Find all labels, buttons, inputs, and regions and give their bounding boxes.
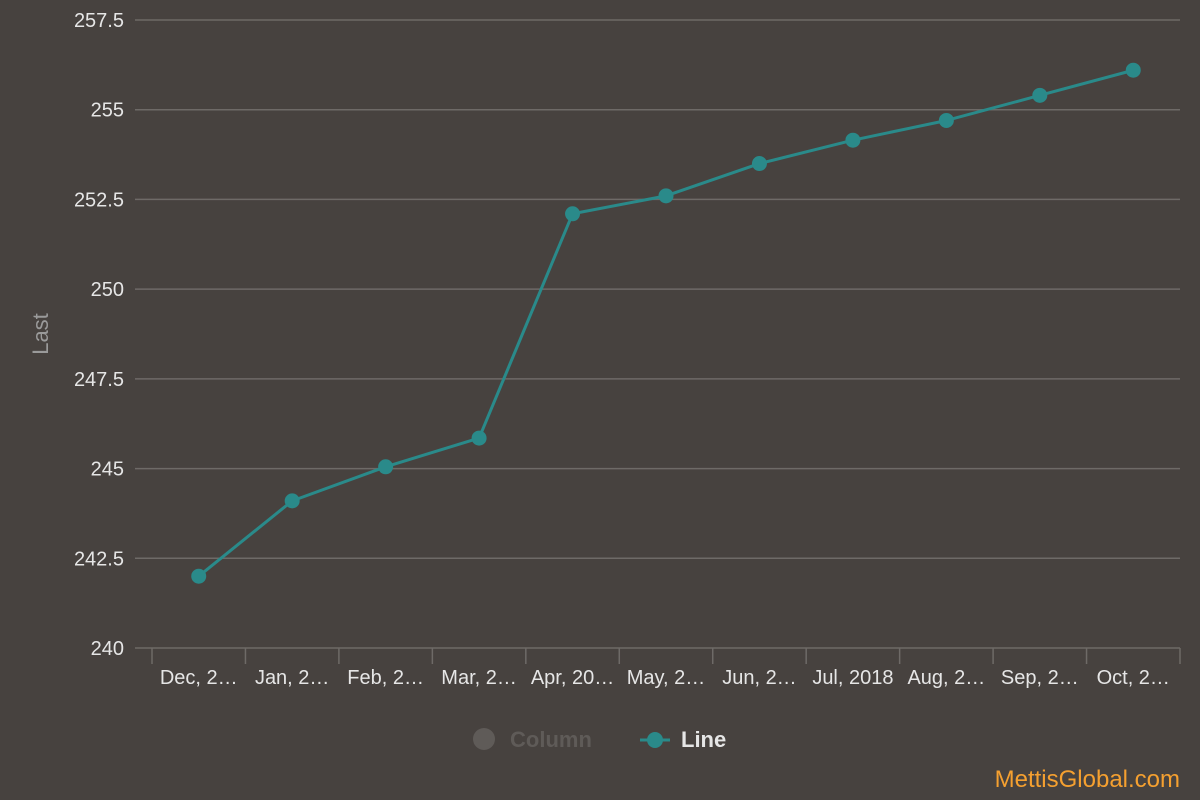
legend-column-marker (473, 728, 495, 750)
x-tick-label: Jul, 2018 (812, 667, 893, 689)
y-axis-ticks: 240 242.5 245 247.5 250 252.5 255 257.5 (74, 10, 124, 660)
y-tick-label: 255 (91, 100, 124, 122)
legend-item-line[interactable]: Line (640, 727, 726, 752)
x-tick-label: Aug, 2… (907, 667, 985, 689)
y-tick-label: 257.5 (74, 10, 124, 32)
legend-item-column[interactable]: Column (473, 727, 592, 752)
data-point[interactable] (751, 156, 767, 172)
x-tick-label: Dec, 2… (160, 667, 238, 689)
y-tick-label: 250 (91, 279, 124, 301)
series-path (197, 68, 1134, 578)
data-point[interactable] (471, 430, 487, 446)
legend-line-marker (647, 732, 663, 748)
legend-column-label: Column (510, 727, 592, 752)
x-tick-label: May, 2… (627, 667, 706, 689)
data-point[interactable] (658, 188, 674, 204)
y-tick-label: 242.5 (74, 548, 124, 570)
x-tick-label: Oct, 2… (1097, 667, 1170, 689)
grid-lines (135, 19, 1180, 560)
data-point[interactable] (284, 493, 300, 509)
series-line (191, 62, 1141, 584)
data-point[interactable] (191, 568, 207, 584)
y-axis-label: Last (28, 313, 53, 355)
data-point[interactable] (938, 112, 954, 128)
x-tick-label: Sep, 2… (1001, 667, 1079, 689)
data-point[interactable] (565, 206, 581, 222)
y-tick-label: 252.5 (74, 189, 124, 211)
x-axis: Dec, 2… Jan, 2… Feb, 2… Mar, 2… Apr, 20… May,… (135, 647, 1181, 689)
legend-line-label: Line (681, 727, 726, 752)
x-tick-label: Jun, 2… (722, 667, 796, 689)
x-tick-label: Apr, 20… (531, 667, 614, 689)
x-tick-label: Feb, 2… (347, 667, 424, 689)
y-tick-label: 247.5 (74, 369, 124, 391)
data-point[interactable] (845, 132, 861, 148)
y-tick-label: 245 (91, 459, 124, 481)
data-point[interactable] (1125, 62, 1141, 78)
data-point[interactable] (1032, 87, 1048, 103)
y-tick-label: 240 (91, 638, 124, 660)
legend: Column Line (473, 727, 726, 752)
x-tick-label: Mar, 2… (441, 667, 517, 689)
data-point[interactable] (378, 459, 394, 475)
watermark-text: MettisGlobal.com (994, 766, 1180, 793)
x-tick-label: Jan, 2… (255, 667, 329, 689)
